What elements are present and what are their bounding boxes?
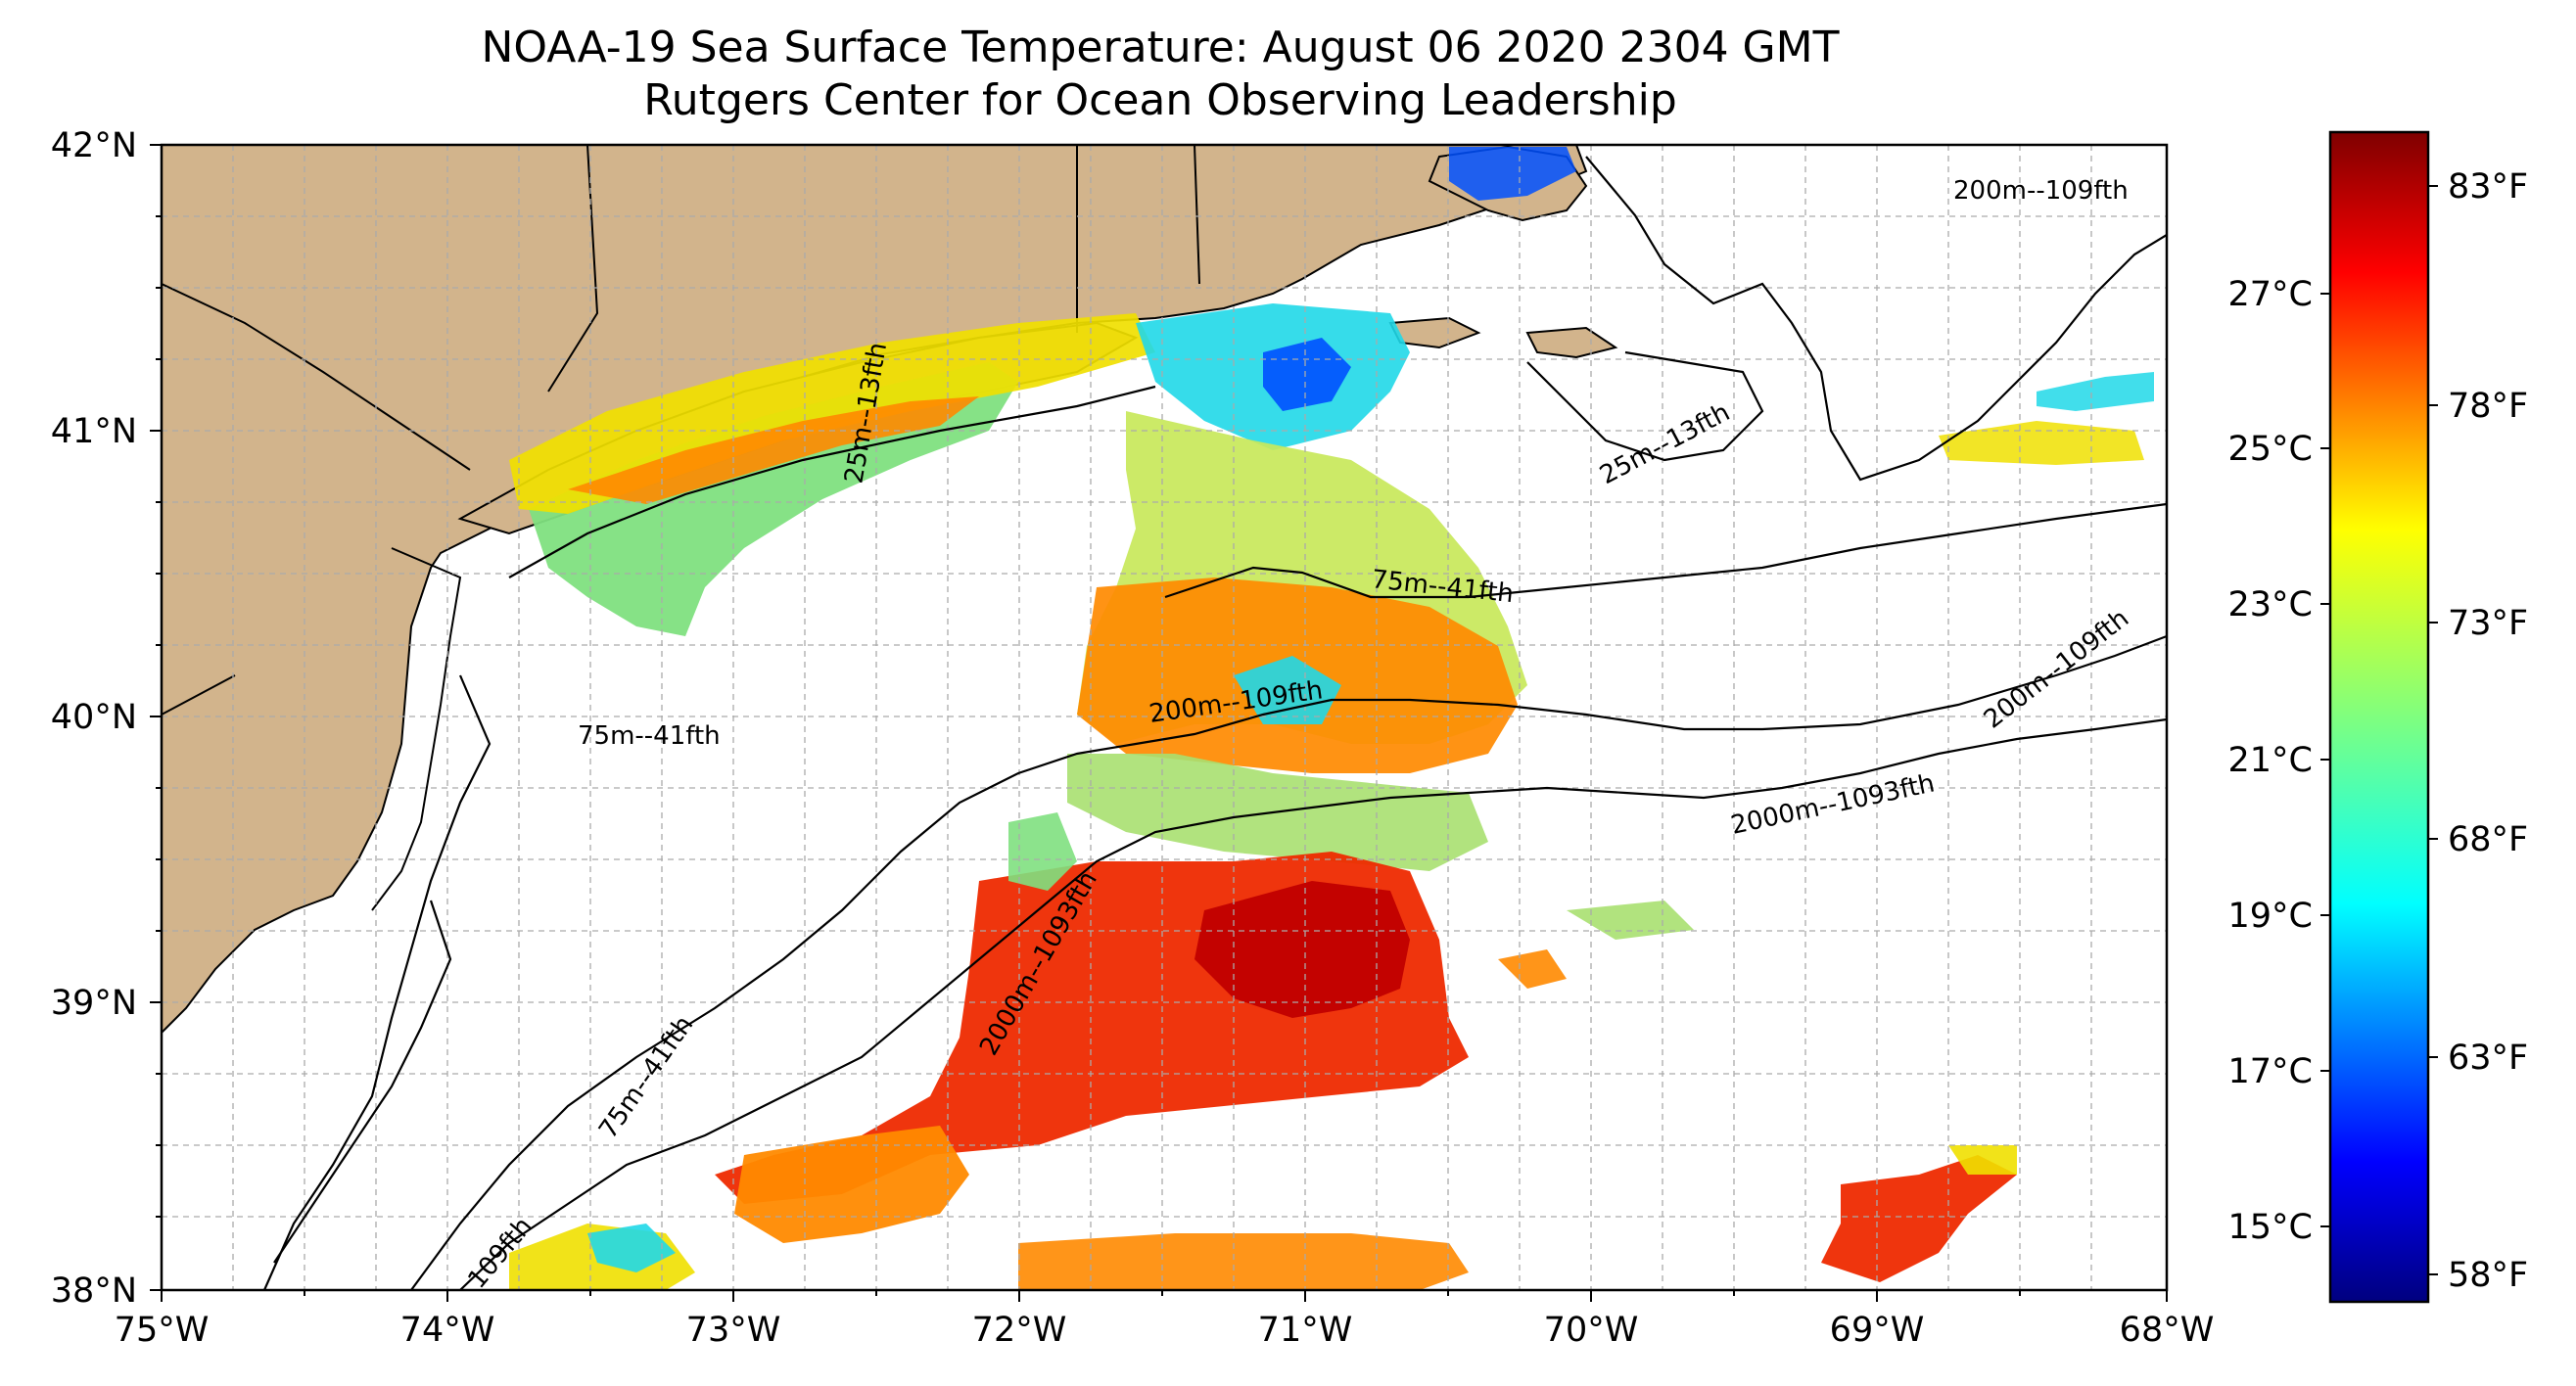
cbar-f-58: 58°F xyxy=(2448,1256,2528,1295)
lon-label-71w: 71°W xyxy=(1258,1311,1353,1350)
state-boundary-5 xyxy=(162,674,236,716)
contour-label-75m-nj: 75m--41fth xyxy=(578,721,721,751)
sst-patch-warm-core-dark-red xyxy=(1194,881,1410,1018)
cbar-c-17: 17°C xyxy=(2228,1052,2313,1091)
sst-patch-east-orange xyxy=(1498,949,1567,989)
sst-patch-cape-cod-blue xyxy=(1449,147,1576,201)
lon-label-70w: 70°W xyxy=(1544,1311,1639,1350)
contour-25m-nantucket xyxy=(1526,350,1764,462)
cbar-c-27: 27°C xyxy=(2228,275,2313,314)
lon-label-73w: 73°W xyxy=(686,1311,781,1350)
colorbar-c-ticks xyxy=(2320,293,2330,1227)
cbar-f-68: 68°F xyxy=(2448,820,2528,859)
sst-patch-sw-corner-cyan xyxy=(587,1224,676,1272)
nj-coast-outline xyxy=(371,547,462,911)
map-title: NOAA-19 Sea Surface Temperature: August … xyxy=(157,22,2164,127)
contour-75m xyxy=(262,674,492,1290)
sst-patch-slope-green-1 xyxy=(1008,812,1077,891)
sst-patch-ri-sound-blue xyxy=(1263,338,1351,411)
lat-label-38n: 38°N xyxy=(51,1271,137,1311)
map-title-line2: Rutgers Center for Ocean Observing Leade… xyxy=(643,75,1677,125)
map-title-line1: NOAA-19 Sea Surface Temperature: August … xyxy=(481,23,1840,72)
sst-patch-ls-orange xyxy=(568,396,979,504)
contour-75m-offshore xyxy=(1164,502,2167,599)
contour-25m-long-island xyxy=(508,385,1156,578)
lon-ticks xyxy=(161,1290,2168,1302)
contour-200m xyxy=(410,634,2167,1290)
cbar-c-21: 21°C xyxy=(2228,741,2313,780)
contour-200m-north xyxy=(1585,156,2167,482)
lat-tick-labels: 42°N 41°N 40°N 39°N 38°N xyxy=(51,126,137,1311)
sst-patch-mid-shelf-cyan xyxy=(1234,656,1341,724)
colorbar-f-ticks xyxy=(2428,185,2438,1275)
cbar-c-25: 25°C xyxy=(2228,430,2313,469)
sst-patch-south-orange xyxy=(1018,1233,1469,1290)
cbar-c-15: 15°C xyxy=(2228,1208,2313,1247)
lat-label-42n: 42°N xyxy=(51,126,137,165)
gridlines xyxy=(162,145,2167,1290)
lat-label-41n: 41°N xyxy=(51,412,137,451)
cbar-f-83: 83°F xyxy=(2448,167,2528,207)
contour-label-200m-ne: 200m--109fth xyxy=(1953,176,2129,206)
cbar-c-19: 19°C xyxy=(2228,897,2313,936)
lon-label-68w: 68°W xyxy=(2120,1311,2215,1350)
lon-label-72w: 72°W xyxy=(972,1311,1067,1350)
state-boundary-4 xyxy=(1194,145,1200,285)
lat-label-40n: 40°N xyxy=(51,698,137,737)
lon-label-74w: 74°W xyxy=(400,1311,495,1350)
sst-patch-sw-orange xyxy=(734,1126,969,1243)
bathymetry-contours xyxy=(262,156,2167,1290)
cbar-f-78: 78°F xyxy=(2448,387,2528,426)
lon-label-69w: 69°W xyxy=(1830,1311,1925,1350)
colorbar xyxy=(2328,130,2430,1304)
sst-patch-se-yellow xyxy=(1948,1145,2017,1175)
sst-patch-ne-cyan xyxy=(2037,372,2154,411)
lat-label-39n: 39°N xyxy=(51,984,137,1023)
contour-nj-coast-shelf xyxy=(273,900,452,1264)
sst-patch-se-red xyxy=(1821,1155,2017,1282)
lat-ticks xyxy=(150,144,162,1291)
lon-label-75w: 75°W xyxy=(115,1311,210,1350)
colorbar-f-labels: 83°F 78°F 73°F 68°F 63°F 58°F xyxy=(2448,167,2528,1295)
cbar-f-63: 63°F xyxy=(2448,1039,2528,1078)
sst-patch-ne-yellow xyxy=(1939,421,2144,465)
lon-tick-labels: 75°W 74°W 73°W 72°W 71°W 70°W 69°W 68°W xyxy=(115,1311,2215,1350)
cbar-f-73: 73°F xyxy=(2448,604,2528,643)
map-area: 75m--41fth 200m--109fth 2000m--1093fth 2… xyxy=(162,145,2167,1290)
contour-2000m xyxy=(459,717,2167,1290)
land-nantucket xyxy=(1525,326,1618,359)
state-boundary-1 xyxy=(162,283,471,471)
colorbar-c-labels: 27°C 25°C 23°C 21°C 19°C 17°C 15°C xyxy=(2228,275,2313,1247)
cbar-c-23: 23°C xyxy=(2228,585,2313,624)
